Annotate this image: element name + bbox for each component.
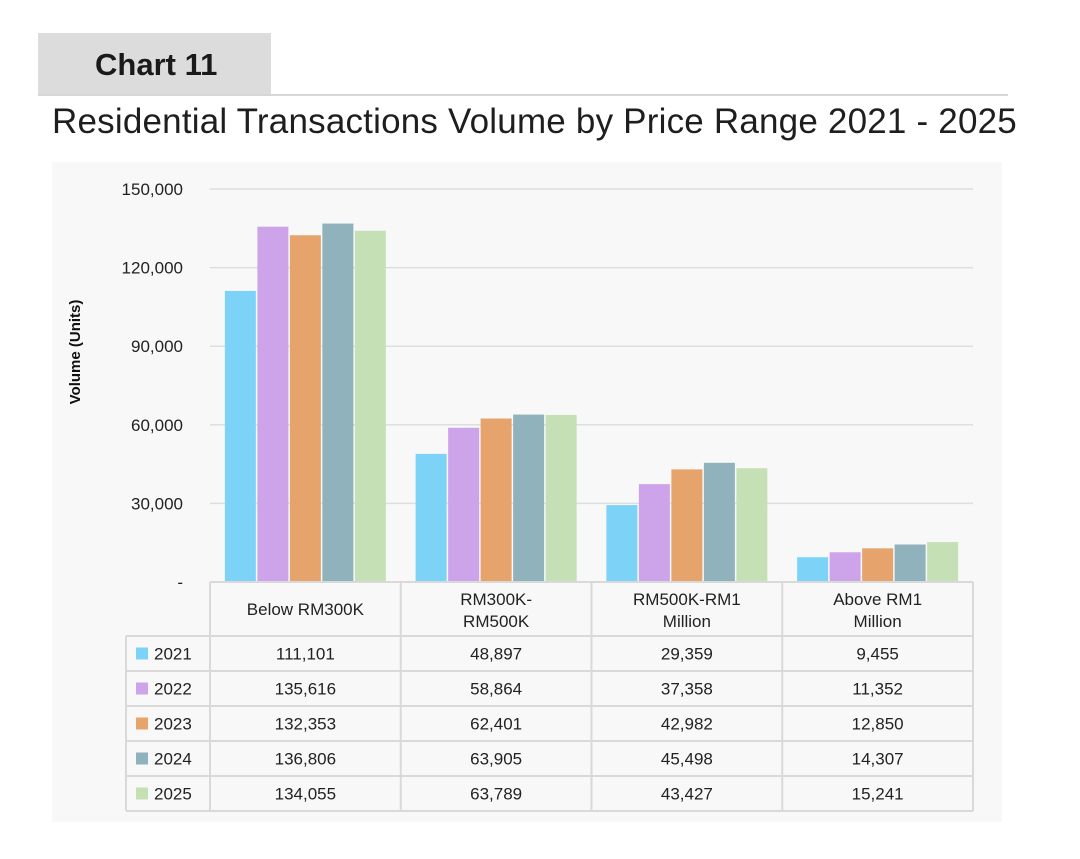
table-value-2025-cat1: 63,789 <box>470 785 522 804</box>
table-value-2021-cat1: 48,897 <box>470 645 522 664</box>
table-value-2024-cat3: 14,307 <box>852 750 904 769</box>
bar-2023-cat3 <box>862 548 894 582</box>
legend-label-2025: 2025 <box>154 785 192 804</box>
bar-2022-cat1 <box>448 427 480 582</box>
table-value-2024-cat1: 63,905 <box>470 750 522 769</box>
chart-title: Residential Transactions Volume by Price… <box>52 102 1017 141</box>
y-tick-label: - <box>177 573 183 592</box>
table-value-2022-cat2: 37,358 <box>661 680 713 699</box>
category-label: RM500K-RM1 <box>633 590 741 609</box>
y-axis-label: Volume (Units) <box>67 300 84 405</box>
table-value-2022-cat3: 11,352 <box>852 680 903 699</box>
category-label: Below RM300K <box>247 600 365 619</box>
table-value-2022-cat1: 58,864 <box>470 680 522 699</box>
bar-2025-cat2 <box>736 468 768 582</box>
bar-2025-cat3 <box>927 542 959 582</box>
chart-number-tag: Chart 11 <box>38 33 271 94</box>
bar-2024-cat0 <box>322 223 354 582</box>
table-value-2025-cat2: 43,427 <box>661 785 713 804</box>
legend-label-2023: 2023 <box>154 715 192 734</box>
legend-swatch-2023 <box>136 717 148 730</box>
bar-2023-cat2 <box>671 469 703 582</box>
table-value-2025-cat3: 15,241 <box>852 785 904 804</box>
bar-2024-cat2 <box>703 462 735 582</box>
table-value-2024-cat2: 45,498 <box>661 750 713 769</box>
table-value-2021-cat0: 111,101 <box>276 645 335 664</box>
category-label: RM500K <box>463 612 530 631</box>
table-value-2023-cat1: 62,401 <box>470 715 522 734</box>
chart-number-label: Chart 11 <box>95 47 218 82</box>
bar-2021-cat3 <box>797 557 829 582</box>
table-value-2025-cat0: 134,055 <box>275 785 336 804</box>
bar-2021-cat1 <box>415 453 447 582</box>
bar-2024-cat3 <box>894 544 926 582</box>
bar-2022-cat0 <box>257 226 289 582</box>
y-tick-label: 150,000 <box>122 180 183 199</box>
bar-2024-cat1 <box>513 414 545 582</box>
category-label: RM300K- <box>460 590 532 609</box>
bar-2022-cat3 <box>829 552 861 582</box>
bar-2023-cat0 <box>289 235 321 582</box>
category-label: Million <box>663 612 711 631</box>
header-divider <box>38 94 1008 96</box>
table-value-2024-cat0: 136,806 <box>275 750 336 769</box>
legend-swatch-2021 <box>136 647 148 660</box>
bar-2023-cat1 <box>480 418 512 582</box>
legend-label-2022: 2022 <box>154 680 192 699</box>
legend-label-2024: 2024 <box>154 750 192 769</box>
table-value-2023-cat0: 132,353 <box>275 715 336 734</box>
category-label: Above RM1 <box>833 590 922 609</box>
bar-2021-cat2 <box>606 505 638 582</box>
bar-2025-cat1 <box>545 414 577 582</box>
bar-2025-cat0 <box>354 230 386 583</box>
legend-swatch-2022 <box>136 682 148 695</box>
legend-swatch-2024 <box>136 752 148 765</box>
y-tick-label: 30,000 <box>131 494 183 513</box>
bar-2021-cat0 <box>224 290 256 582</box>
y-tick-label: 60,000 <box>131 416 183 435</box>
y-tick-label: 90,000 <box>131 337 183 356</box>
table-value-2021-cat2: 29,359 <box>661 645 713 664</box>
legend-label-2021: 2021 <box>154 645 192 664</box>
table-value-2023-cat3: 12,850 <box>852 715 904 734</box>
table-value-2023-cat2: 42,982 <box>661 715 713 734</box>
category-label: Million <box>854 612 902 631</box>
legend-swatch-2025 <box>136 787 148 800</box>
y-tick-label: 120,000 <box>122 259 183 278</box>
table-value-2021-cat3: 9,455 <box>856 645 899 664</box>
table-value-2022-cat0: 135,616 <box>275 680 336 699</box>
bar-2022-cat2 <box>638 484 670 582</box>
